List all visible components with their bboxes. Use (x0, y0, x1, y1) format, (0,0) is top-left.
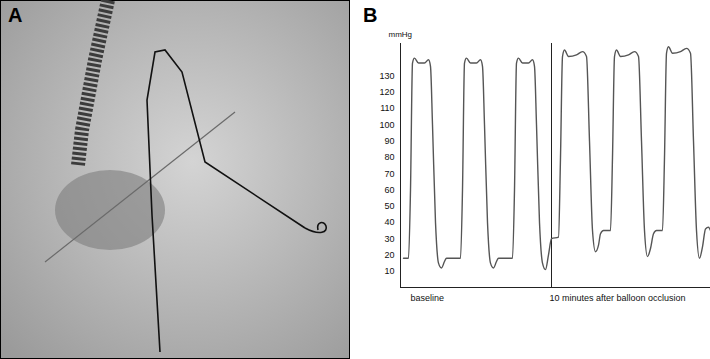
svg-text:30: 30 (384, 234, 394, 244)
svg-text:70: 70 (384, 169, 394, 179)
svg-text:50: 50 (384, 201, 394, 211)
html-text:A: A (8, 4, 23, 26)
svg-text:20: 20 (384, 250, 394, 260)
svg-text:mmHg: mmHg (389, 30, 413, 39)
svg-text:10 minutes after balloon occlu: 10 minutes after balloon occlusion (550, 293, 686, 303)
svg-text:130: 130 (379, 71, 394, 81)
html-text:B: B (363, 4, 378, 26)
svg-text:110: 110 (380, 103, 394, 113)
svg-text:100: 100 (379, 120, 394, 130)
svg-text:90: 90 (384, 136, 394, 146)
svg-text:10: 10 (384, 266, 394, 276)
svg-text:40: 40 (384, 217, 394, 227)
svg-text:120: 120 (379, 87, 394, 97)
svg-text:60: 60 (384, 185, 394, 195)
svg-text:80: 80 (384, 152, 394, 162)
svg-text:baseline: baseline (411, 293, 445, 303)
